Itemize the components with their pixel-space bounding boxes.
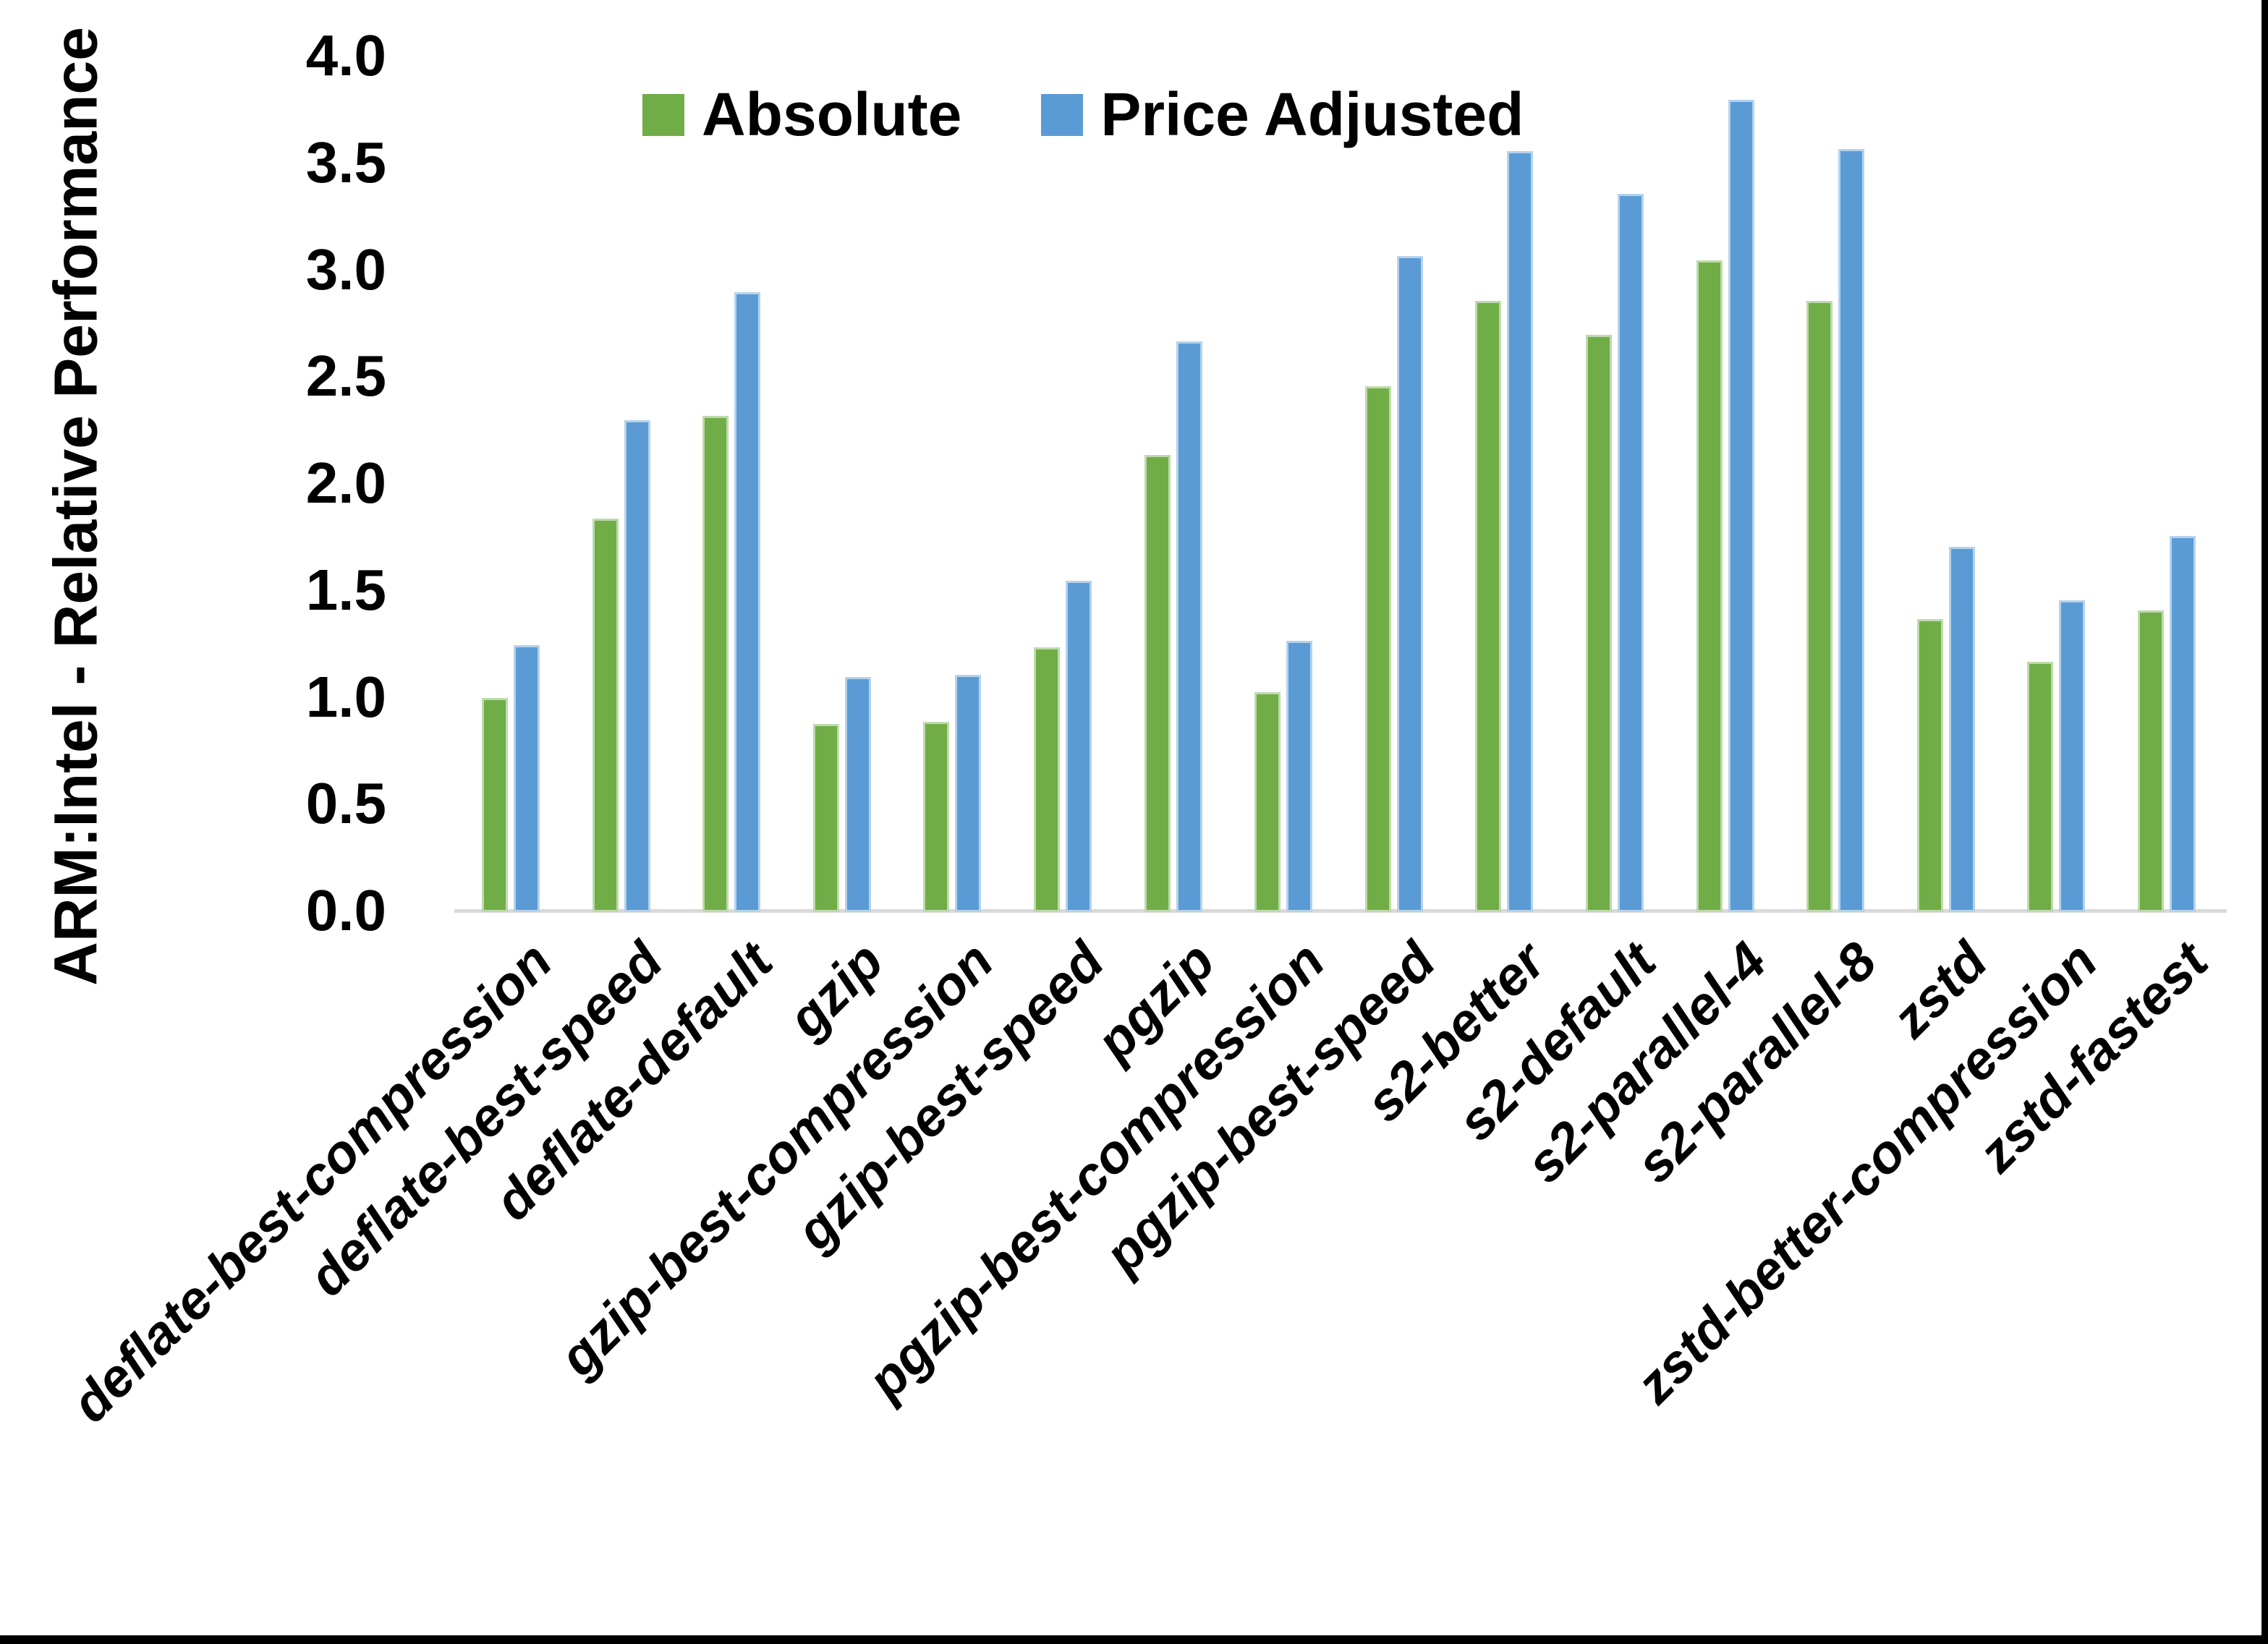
bar-price-adjusted-s2-better (1507, 151, 1533, 912)
y-tick-label-3.0: 3.0 (305, 237, 386, 302)
bar-absolute-s2-parallel-8 (1806, 301, 1832, 912)
bar-absolute-zstd (1917, 619, 1943, 912)
bar-absolute-s2-parallel-4 (1696, 260, 1723, 912)
legend-swatch-price-adjusted (1041, 93, 1084, 136)
legend-label-price-adjusted: Price Adjusted (1100, 80, 1524, 148)
bar-price-adjusted-pgzip (1176, 341, 1202, 912)
bar-absolute-deflate-best-speed (593, 519, 619, 912)
y-tick-label-1.0: 1.0 (305, 664, 386, 729)
bar-absolute-pgzip-best-speed (1365, 386, 1391, 912)
bar-price-adjusted-deflate-default (734, 292, 760, 912)
bar-price-adjusted-s2-parallel-8 (1838, 149, 1864, 912)
bar-price-adjusted-s2-default (1618, 194, 1644, 912)
bar-price-adjusted-gzip (845, 677, 871, 912)
y-tick-label-0.5: 0.5 (305, 771, 386, 836)
bar-absolute-zstd-fastest (2138, 610, 2164, 912)
bar-price-adjusted-zstd-fastest (2170, 536, 2196, 912)
bar-absolute-zstd-better-compression (2027, 662, 2053, 912)
bar-price-adjusted-gzip-best-speed (1066, 581, 1092, 912)
y-tick-label-0.0: 0.0 (305, 878, 386, 942)
y-axis-title: ARM:Intel - Relative Performance (41, 27, 110, 986)
legend-item-absolute: Absolute (642, 80, 961, 150)
x-axis-line (454, 909, 2227, 913)
legend: Absolute Price Adjusted (642, 80, 1524, 150)
bar-price-adjusted-zstd (1949, 547, 1975, 912)
legend-swatch-absolute (642, 93, 684, 136)
bar-price-adjusted-s2-parallel-4 (1728, 100, 1754, 912)
bar-price-adjusted-pgzip-best-compression (1286, 641, 1312, 912)
bar-price-adjusted-deflate-best-speed (624, 420, 650, 912)
legend-label-absolute: Absolute (702, 80, 962, 148)
bar-absolute-s2-default (1586, 335, 1612, 912)
legend-item-price-adjusted: Price Adjusted (1041, 80, 1524, 150)
bar-absolute-deflate-best-compression (482, 698, 508, 912)
y-tick-label-3.5: 3.5 (305, 129, 386, 195)
bar-absolute-gzip (813, 724, 839, 912)
y-tick-label-4.0: 4.0 (305, 23, 386, 88)
bar-absolute-deflate-default (702, 416, 729, 912)
bar-absolute-pgzip-best-compression (1254, 692, 1280, 912)
bar-price-adjusted-zstd-better-compression (2059, 600, 2085, 912)
y-tick-label-2.5: 2.5 (305, 344, 386, 409)
bar-absolute-pgzip (1144, 455, 1171, 912)
y-tick-label-1.5: 1.5 (305, 557, 386, 622)
bar-absolute-gzip-best-compression (923, 722, 949, 912)
bar-absolute-s2-better (1475, 301, 1501, 912)
bar-price-adjusted-deflate-best-compression (514, 645, 540, 912)
y-tick-label-2.0: 2.0 (305, 451, 386, 515)
bar-absolute-gzip-best-speed (1034, 647, 1060, 912)
bar-price-adjusted-gzip-best-compression (955, 675, 981, 912)
bar-price-adjusted-pgzip-best-speed (1397, 256, 1423, 912)
